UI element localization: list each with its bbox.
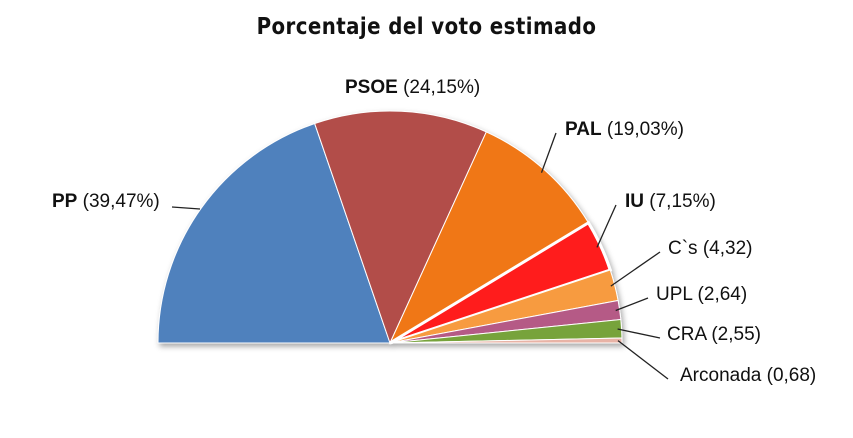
leader-line-arconada xyxy=(617,340,669,380)
pie-slice-pp xyxy=(157,122,391,344)
pie-slice-psoe xyxy=(314,110,487,345)
leader-line-c-s xyxy=(610,251,661,287)
data-label-c-s: C`s (4,32) xyxy=(668,238,752,259)
data-label-iu: IU (7,15%) xyxy=(625,191,716,212)
data-label-arconada: Arconada (0,68) xyxy=(680,365,816,386)
chart-title: Porcentaje del voto estimado xyxy=(256,14,597,40)
leader-line-iu xyxy=(596,204,617,248)
leader-line-pal xyxy=(540,132,557,173)
data-label-cra: CRA (2,55) xyxy=(667,324,761,345)
pie-slice-pal xyxy=(388,131,590,345)
data-label-upl: UPL (2,64) xyxy=(656,284,747,305)
data-label-pal: PAL (19,03%) xyxy=(565,119,684,140)
leader-line-cra xyxy=(617,328,661,339)
leader-line-pp xyxy=(171,206,201,210)
data-label-psoe: PSOE (24,15%) xyxy=(345,77,480,98)
data-label-pp: PP (39,47%) xyxy=(52,191,160,212)
leader-line-upl xyxy=(615,297,649,312)
